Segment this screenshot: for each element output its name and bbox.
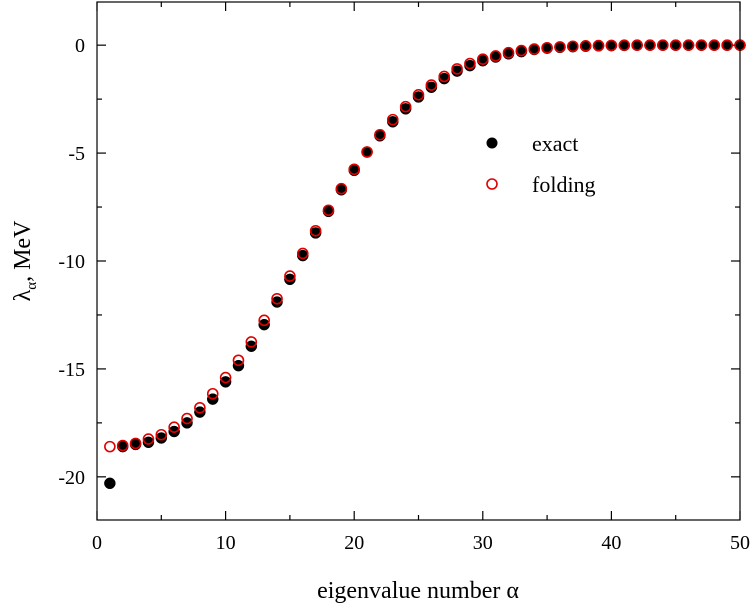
folding-point <box>476 53 489 65</box>
folding-point <box>129 437 142 450</box>
x-tick-label: 40 <box>601 532 621 554</box>
folding-point <box>412 89 425 101</box>
legend-marker-exact <box>486 137 498 149</box>
folding-point <box>695 39 708 51</box>
folding-point <box>219 371 232 384</box>
x-tick-label: 10 <box>216 532 236 554</box>
folding-point <box>669 39 682 51</box>
exact-point <box>155 432 168 444</box>
folding-point <box>348 163 361 176</box>
folding-point <box>271 292 283 305</box>
folding-point <box>232 354 245 367</box>
folding-point <box>708 39 721 51</box>
folding-point <box>374 128 386 141</box>
folding-point <box>194 401 206 414</box>
folding-point <box>438 70 451 83</box>
folding-point <box>335 182 348 195</box>
legend-label-exact: exact <box>532 131 578 156</box>
x-tick-label: 30 <box>473 532 493 554</box>
folding-point <box>528 43 541 55</box>
x-tick-label: 50 <box>730 532 750 554</box>
y-tick-label: 0 <box>75 35 85 57</box>
x-tick-label: 20 <box>344 532 364 554</box>
folding-point <box>464 57 476 70</box>
folding-point <box>104 440 116 453</box>
exact-point <box>271 296 283 308</box>
ticks-layer: 0 10 20 30 40 50 0 -5 -10 -15 -20 <box>58 2 750 554</box>
y-axis-label: λα, MeV <box>10 220 40 301</box>
folding-point <box>322 204 335 217</box>
x-axis-label: eigenvalue number α <box>317 578 519 604</box>
y-axis-label-main: λ <box>10 289 36 301</box>
folding-point <box>657 39 669 51</box>
folding-point <box>155 428 168 441</box>
y-tick-label: -10 <box>58 251 85 273</box>
folding-point <box>361 146 373 158</box>
folding-point <box>399 100 412 113</box>
folding-point <box>567 40 579 53</box>
folding-point <box>489 50 502 62</box>
y-axis-label-sub: α <box>24 282 40 290</box>
folding-point <box>296 247 309 260</box>
folding-point <box>618 39 631 51</box>
folding-point <box>206 387 219 400</box>
legend: exact folding <box>486 131 596 197</box>
folding-point <box>245 336 258 348</box>
legend-label-folding: folding <box>532 172 596 197</box>
points-layer <box>104 39 746 490</box>
plot-frame <box>96 1 741 521</box>
exact-point <box>104 477 116 490</box>
y-tick-label: -20 <box>58 467 85 489</box>
folding-point <box>451 63 463 75</box>
folding-point <box>309 224 322 237</box>
folding-point <box>284 270 296 282</box>
folding-point <box>168 421 180 433</box>
folding-point <box>258 314 270 327</box>
folding-point <box>502 46 515 59</box>
y-tick-label: -5 <box>68 143 85 165</box>
folding-point <box>116 439 129 452</box>
exact-point <box>284 273 296 286</box>
folding-point <box>181 412 193 425</box>
folding-point <box>541 41 553 54</box>
folding-point <box>386 113 399 126</box>
y-tick-label: -15 <box>58 359 85 381</box>
folding-point <box>579 40 592 52</box>
x-tick-label: 0 <box>92 532 102 554</box>
folding-point <box>631 39 643 51</box>
legend-marker-folding <box>486 178 498 190</box>
folding-point <box>592 39 605 52</box>
folding-point <box>644 39 656 51</box>
folding-point <box>515 44 528 57</box>
folding-point <box>605 39 618 52</box>
folding-point <box>425 79 438 91</box>
folding-point <box>142 433 155 445</box>
exact-point <box>142 436 155 449</box>
folding-point <box>721 39 733 51</box>
folding-point <box>682 39 695 51</box>
folding-point <box>554 41 566 53</box>
y-axis-label-rest: , MeV <box>10 220 36 282</box>
